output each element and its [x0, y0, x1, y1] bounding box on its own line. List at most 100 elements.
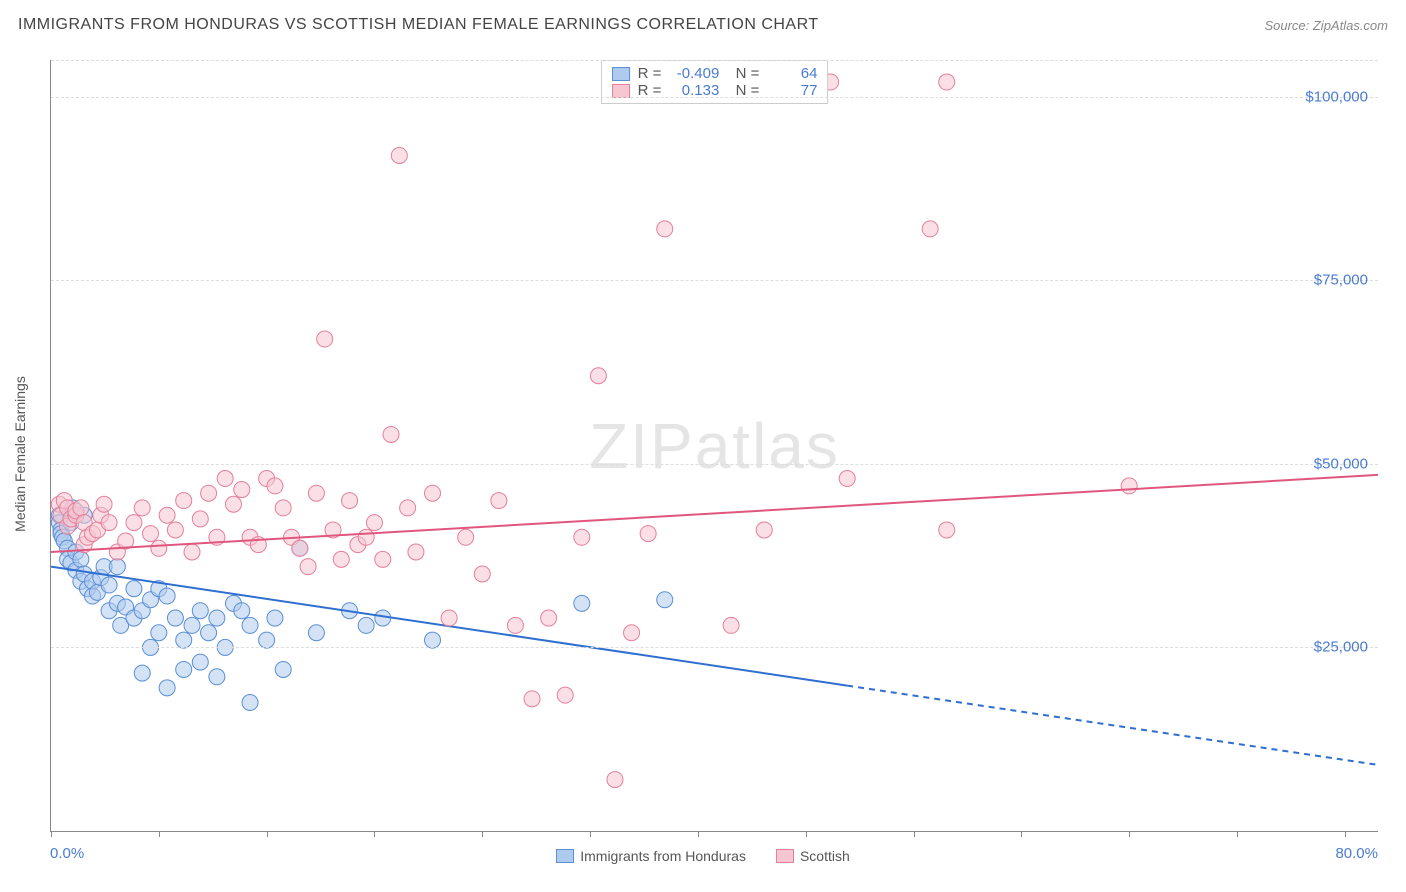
- x-tick: [1345, 831, 1346, 837]
- chart-title: IMMIGRANTS FROM HONDURAS VS SCOTTISH MED…: [18, 16, 819, 34]
- y-tick-label: $50,000: [1314, 455, 1368, 472]
- scatter-point-scottish: [342, 493, 358, 509]
- scatter-point-honduras: [192, 603, 208, 619]
- scatter-point-honduras: [151, 625, 167, 641]
- scatter-point-honduras: [308, 625, 324, 641]
- scatter-point-scottish: [358, 529, 374, 545]
- trend-line-dashed-honduras: [847, 686, 1378, 765]
- legend-swatch-scottish: [612, 84, 630, 98]
- legend-swatch-scottish: [776, 849, 794, 863]
- scatter-point-scottish: [839, 471, 855, 487]
- scatter-point-honduras: [159, 588, 175, 604]
- scatter-point-scottish: [541, 610, 557, 626]
- scatter-point-scottish: [234, 482, 250, 498]
- gridline: [51, 60, 1378, 61]
- source-link[interactable]: ZipAtlas.com: [1313, 18, 1388, 33]
- scatter-point-scottish: [400, 500, 416, 516]
- scatter-point-scottish: [375, 551, 391, 567]
- scatter-point-scottish: [275, 500, 291, 516]
- scatter-point-honduras: [234, 603, 250, 619]
- scatter-point-scottish: [474, 566, 490, 582]
- title-row: IMMIGRANTS FROM HONDURAS VS SCOTTISH MED…: [18, 16, 1388, 34]
- scatter-point-honduras: [242, 617, 258, 633]
- legend-label: Immigrants from Honduras: [580, 848, 746, 864]
- scatter-point-scottish: [524, 691, 540, 707]
- scatter-point-scottish: [574, 529, 590, 545]
- scatter-point-scottish: [176, 493, 192, 509]
- scatter-point-scottish: [441, 610, 457, 626]
- x-tick: [1237, 831, 1238, 837]
- scatter-point-honduras: [242, 695, 258, 711]
- scatter-point-honduras: [176, 661, 192, 677]
- stat-r-value: -0.409: [669, 65, 719, 82]
- scatter-point-scottish: [308, 485, 324, 501]
- scatter-point-honduras: [574, 595, 590, 611]
- legend-item-honduras: Immigrants from Honduras: [556, 848, 746, 864]
- scatter-point-honduras: [134, 665, 150, 681]
- scatter-point-scottish: [939, 74, 955, 90]
- scatter-point-scottish: [391, 147, 407, 163]
- scatter-point-scottish: [458, 529, 474, 545]
- scatter-point-honduras: [159, 680, 175, 696]
- legend-item-scottish: Scottish: [776, 848, 850, 864]
- scatter-point-honduras: [126, 581, 142, 597]
- gridline: [51, 647, 1378, 648]
- scatter-point-honduras: [259, 632, 275, 648]
- x-tick: [159, 831, 160, 837]
- x-tick: [698, 831, 699, 837]
- scatter-point-scottish: [491, 493, 507, 509]
- gridline: [51, 464, 1378, 465]
- scatter-point-scottish: [159, 507, 175, 523]
- scatter-point-honduras: [209, 610, 225, 626]
- bottom-legend: Immigrants from Honduras Scottish: [0, 848, 1406, 864]
- scatter-point-honduras: [167, 610, 183, 626]
- x-tick: [267, 831, 268, 837]
- scatter-point-scottish: [640, 526, 656, 542]
- stat-r-label: R =: [638, 65, 662, 82]
- x-tick: [482, 831, 483, 837]
- scatter-point-scottish: [300, 559, 316, 575]
- scatter-point-honduras: [267, 610, 283, 626]
- x-tick: [806, 831, 807, 837]
- scatter-point-honduras: [358, 617, 374, 633]
- stat-n-value: 64: [767, 65, 817, 82]
- scatter-point-scottish: [383, 426, 399, 442]
- scatter-point-honduras: [209, 669, 225, 685]
- scatter-point-honduras: [657, 592, 673, 608]
- y-tick-label: $100,000: [1305, 88, 1368, 105]
- scatter-point-scottish: [134, 500, 150, 516]
- y-axis-title: Median Female Earnings: [12, 376, 28, 532]
- scatter-point-honduras: [176, 632, 192, 648]
- legend-label: Scottish: [800, 848, 850, 864]
- trend-line-scottish: [51, 475, 1378, 552]
- scatter-point-honduras: [184, 617, 200, 633]
- scatter-point-scottish: [126, 515, 142, 531]
- scatter-point-scottish: [96, 496, 112, 512]
- y-tick-label: $25,000: [1314, 639, 1368, 656]
- scatter-point-honduras: [425, 632, 441, 648]
- source-label: Source: ZipAtlas.com: [1264, 18, 1388, 33]
- scatter-point-scottish: [507, 617, 523, 633]
- scatter-point-scottish: [73, 500, 89, 516]
- scatter-point-scottish: [184, 544, 200, 560]
- scatter-point-scottish: [101, 515, 117, 531]
- scatter-point-scottish: [723, 617, 739, 633]
- scatter-point-scottish: [425, 485, 441, 501]
- scatter-point-scottish: [201, 485, 217, 501]
- scatter-point-scottish: [143, 526, 159, 542]
- x-tick: [374, 831, 375, 837]
- scatter-point-scottish: [590, 368, 606, 384]
- x-tick: [1129, 831, 1130, 837]
- scatter-point-scottish: [225, 496, 241, 512]
- scatter-point-scottish: [317, 331, 333, 347]
- scatter-point-scottish: [607, 772, 623, 788]
- scatter-point-honduras: [101, 577, 117, 593]
- stat-n-label: N =: [727, 65, 759, 82]
- x-tick: [590, 831, 591, 837]
- scatter-point-honduras: [201, 625, 217, 641]
- scatter-point-scottish: [167, 522, 183, 538]
- scatter-point-scottish: [1121, 478, 1137, 494]
- y-tick-label: $75,000: [1314, 272, 1368, 289]
- source-prefix: Source:: [1264, 18, 1312, 33]
- scatter-point-scottish: [217, 471, 233, 487]
